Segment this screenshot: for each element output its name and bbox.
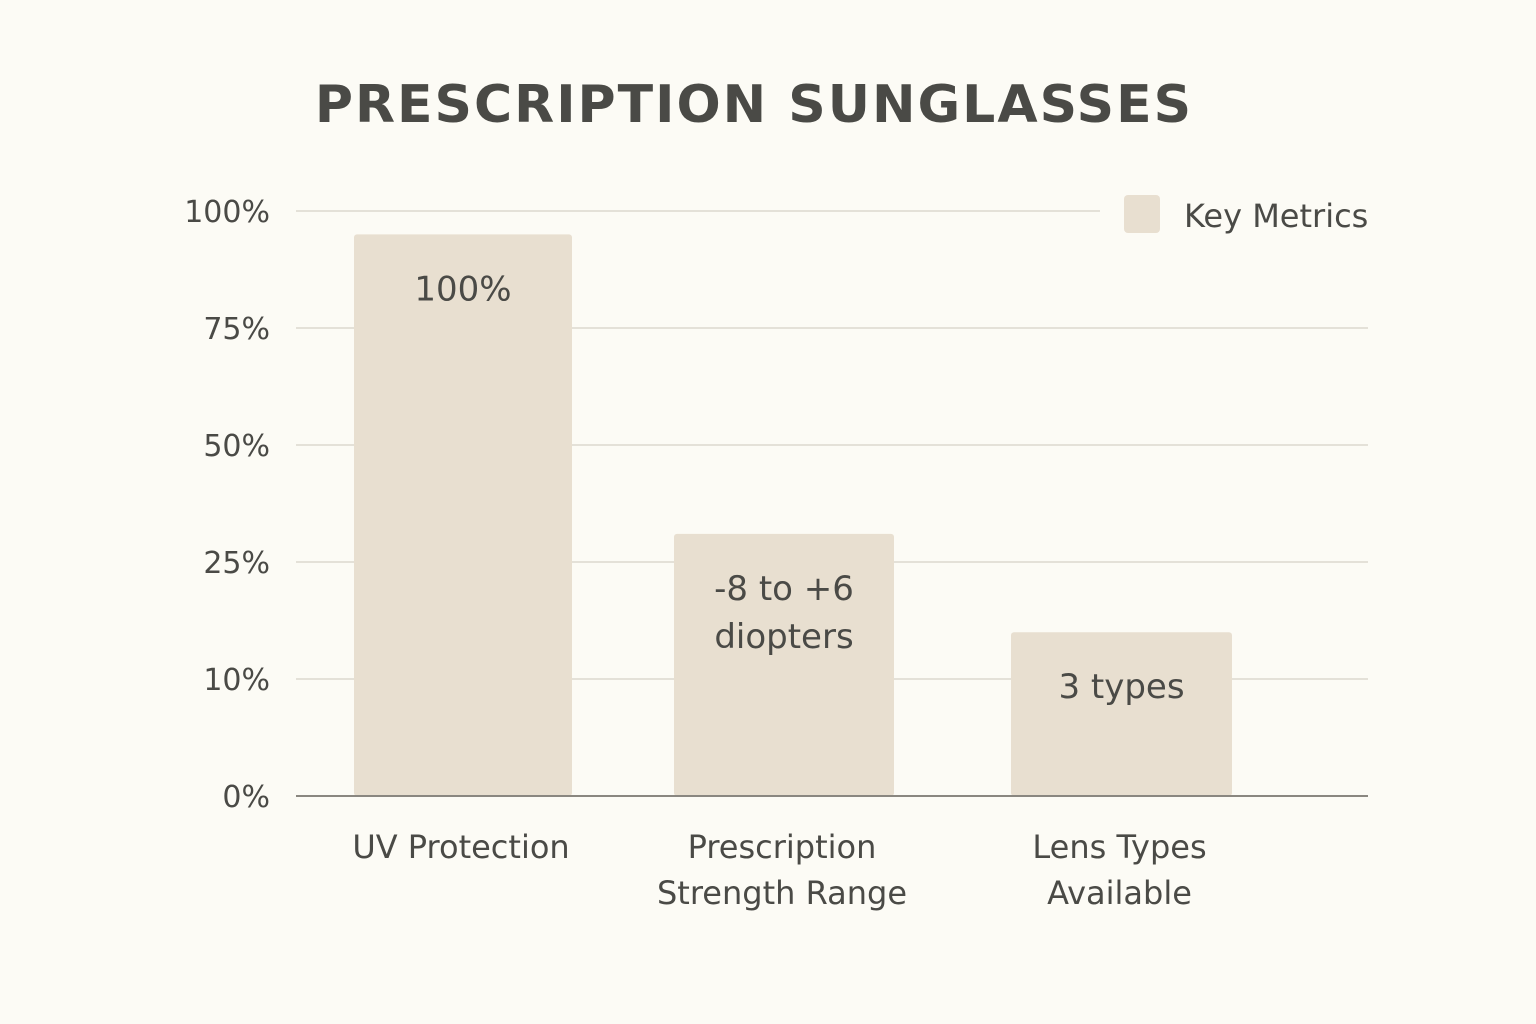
- bar: [1011, 632, 1232, 796]
- bar: [674, 533, 894, 796]
- legend-swatch: [1124, 195, 1160, 233]
- category-label: Strength Range: [657, 874, 907, 912]
- y-tick-label: 100%: [184, 195, 270, 230]
- chart-title: PRESCRIPTION SUNGLASSES: [315, 75, 1193, 135]
- bars: [354, 234, 1232, 796]
- legend: Key Metrics: [1124, 195, 1368, 235]
- category-label: UV Protection: [352, 828, 569, 866]
- bar-data-label: 100%: [414, 269, 511, 309]
- category-label: Available: [1047, 874, 1192, 912]
- bar-data-label: 3 types: [1058, 667, 1184, 707]
- category-label: Lens Types: [1032, 828, 1206, 866]
- bar: [354, 234, 572, 796]
- legend-label: Key Metrics: [1184, 197, 1368, 235]
- y-axis-ticks: 0% 10% 25% 50% 75% 100%: [184, 195, 270, 815]
- bar-data-label: diopters: [714, 617, 853, 657]
- y-tick-label: 50%: [203, 429, 270, 464]
- x-axis-categories: UV Protection Prescription Strength Range L…: [352, 828, 1206, 912]
- y-tick-label: 10%: [203, 663, 270, 698]
- bar-data-label: -8 to +6: [714, 569, 854, 609]
- y-tick-label: 25%: [203, 546, 270, 581]
- data-labels: 100% -8 to +6 diopters 3 types: [414, 269, 1184, 707]
- y-tick-label: 75%: [203, 312, 270, 347]
- category-label: Prescription: [688, 828, 877, 866]
- y-tick-label: 0%: [222, 780, 270, 815]
